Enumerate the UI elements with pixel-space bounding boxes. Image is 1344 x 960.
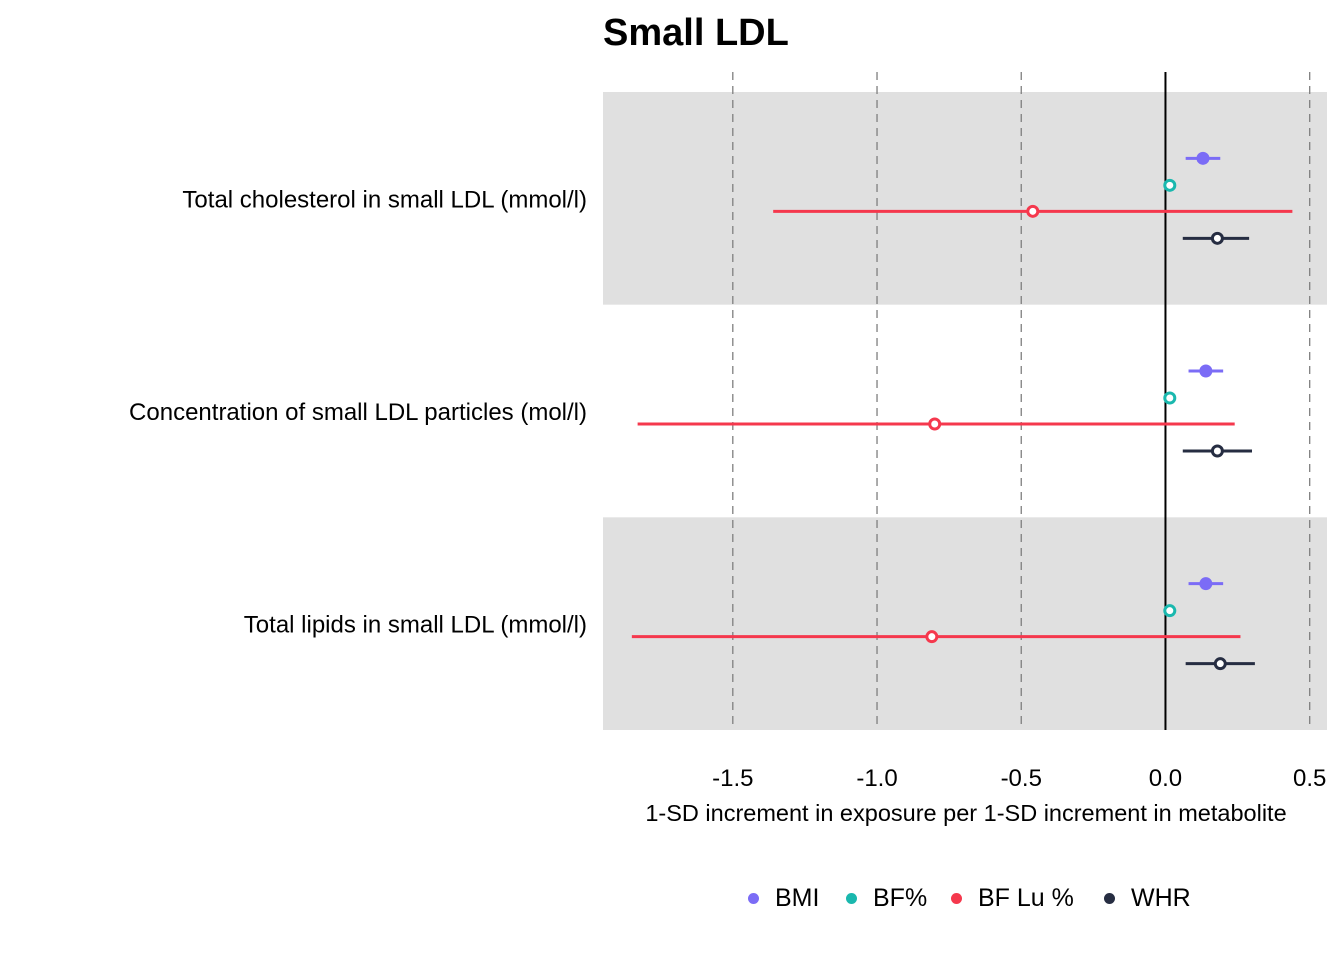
x-tick-label: 0.5 xyxy=(1293,765,1326,792)
x-tick-label: -0.5 xyxy=(1001,765,1042,792)
x-axis-ticks: -1.5 -1.0 -0.5 0.0 0.5 xyxy=(712,765,1326,792)
legend-marker xyxy=(748,893,759,904)
row-band xyxy=(603,92,1327,305)
point-estimate xyxy=(1163,391,1177,405)
x-tick-label: -1.5 xyxy=(712,765,753,792)
legend-marker xyxy=(846,893,857,904)
category-label: Total cholesterol in small LDL (mmol/l) xyxy=(182,186,587,213)
point-estimate xyxy=(1210,444,1224,458)
legend: BMI BF% BF Lu % WHR xyxy=(0,884,1344,924)
legend-marker xyxy=(951,893,962,904)
legend-item: BF Lu % xyxy=(951,884,1074,913)
grid-lines xyxy=(732,72,1311,730)
legend-label: BF% xyxy=(873,884,928,912)
point-estimate xyxy=(1196,151,1210,165)
legend-item: BMI xyxy=(748,884,819,913)
legend-item: WHR xyxy=(1104,884,1191,913)
point-estimate xyxy=(928,417,942,431)
point-estimates xyxy=(925,151,1227,671)
legend-label: BF Lu % xyxy=(978,884,1074,912)
x-tick-label: -1.0 xyxy=(856,765,897,792)
category-label: Concentration of small LDL particles (mo… xyxy=(129,399,587,426)
point-estimate xyxy=(1163,604,1177,618)
x-tick-label: 0.0 xyxy=(1149,765,1182,792)
chart-title: Small LDL xyxy=(603,12,789,54)
row-bands xyxy=(603,92,1327,730)
point-estimate xyxy=(925,630,939,644)
category-label: Total lipids in small LDL (mmol/l) xyxy=(244,612,587,639)
point-estimate xyxy=(1026,204,1040,218)
point-estimate xyxy=(1163,178,1177,192)
point-estimate xyxy=(1213,657,1227,671)
point-estimate xyxy=(1210,231,1224,245)
category-labels: Total cholesterol in small LDL (mmol/l) C… xyxy=(129,186,587,638)
point-estimate xyxy=(1199,577,1213,591)
legend-item: BF% xyxy=(846,884,927,913)
point-estimate xyxy=(1199,364,1213,378)
legend-label: WHR xyxy=(1131,884,1191,912)
legend-label: BMI xyxy=(775,884,820,912)
legend-marker xyxy=(1104,893,1115,904)
row-band xyxy=(603,517,1327,730)
x-axis-label: 1-SD increment in exposure per 1-SD incr… xyxy=(645,800,1286,826)
